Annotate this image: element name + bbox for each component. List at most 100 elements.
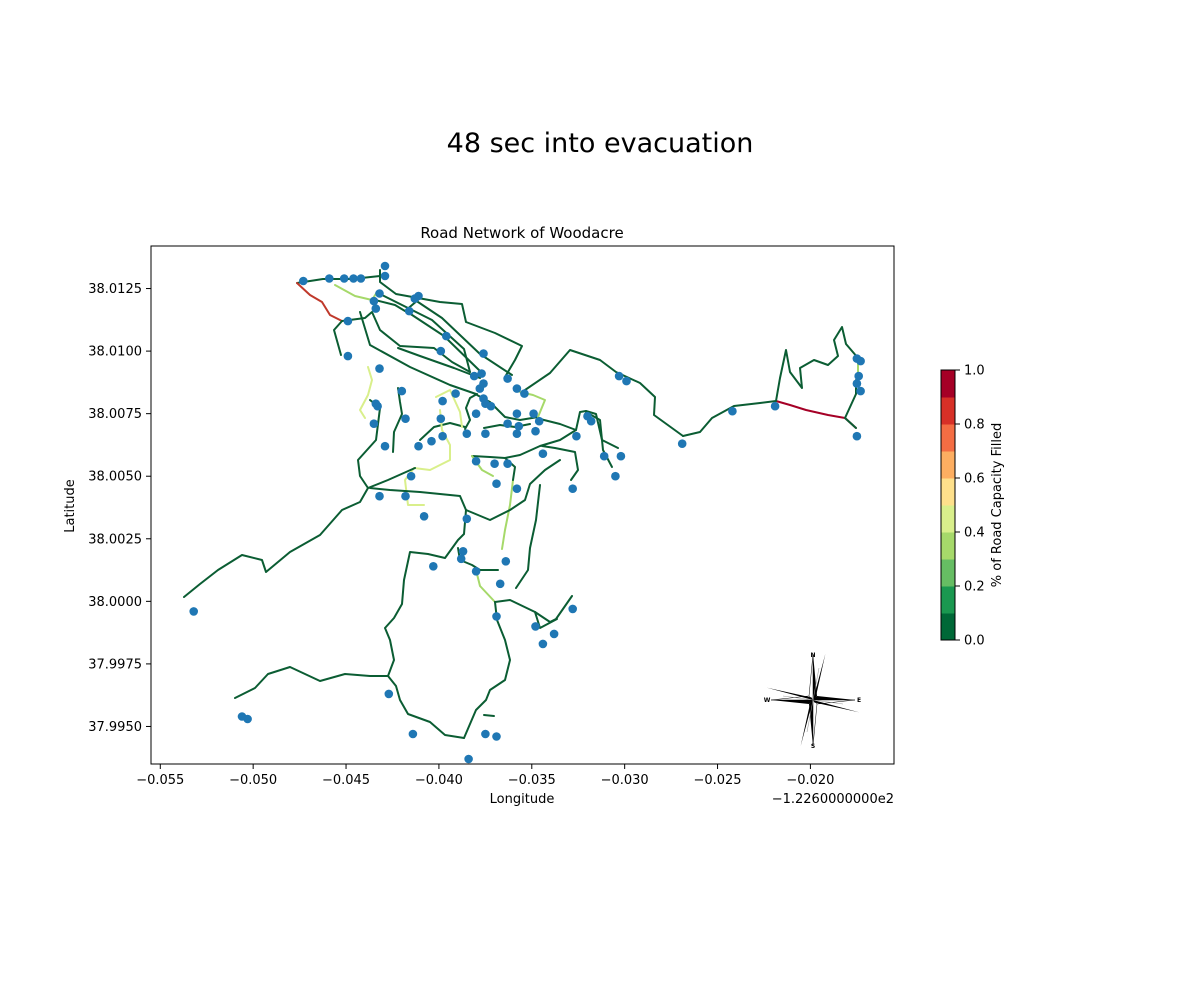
x-tick-label: −0.020 <box>786 773 834 788</box>
colorbar-tick-label: 0.8 <box>964 418 985 433</box>
network-node <box>462 514 472 524</box>
x-tick-label: −0.055 <box>136 773 184 788</box>
compass-w: W <box>764 697 771 704</box>
network-node <box>427 436 436 446</box>
network-node <box>492 732 501 741</box>
road-segment <box>682 400 777 437</box>
network-node <box>479 379 488 388</box>
network-node <box>471 409 481 419</box>
compass-s: S <box>811 743 815 750</box>
x-tick-label: −0.035 <box>508 773 556 788</box>
network-node <box>538 449 548 459</box>
network-node <box>369 296 379 306</box>
network-node <box>373 401 382 411</box>
network-node <box>397 386 407 396</box>
network-node <box>501 557 511 566</box>
network-node <box>770 401 780 411</box>
road-segment <box>359 311 477 395</box>
network-node <box>572 431 581 441</box>
colorbar-band <box>941 532 955 560</box>
colorbar-band <box>941 370 955 398</box>
network-node <box>429 562 438 571</box>
network-node <box>549 629 559 639</box>
network-node <box>451 389 460 398</box>
network-node <box>495 579 505 589</box>
network-node <box>471 567 481 576</box>
y-tick-label: 38.0000 <box>88 595 142 610</box>
y-tick-label: 37.9975 <box>88 657 142 672</box>
colorbar-tick-label: 0.2 <box>964 580 985 595</box>
network-node <box>477 369 486 378</box>
road-segment <box>515 484 541 589</box>
road-segment <box>471 429 577 459</box>
x-axis-ticks: −0.055 −0.050 −0.045 −0.040 −0.035 −0.030 −0.0… <box>136 764 834 788</box>
network-node <box>462 429 472 439</box>
network-node <box>531 622 540 631</box>
road-segment <box>333 320 343 356</box>
colorbar-frame <box>940 369 956 641</box>
road-segment <box>775 326 859 402</box>
node-layer <box>189 261 865 764</box>
network-node <box>616 451 626 461</box>
network-node <box>514 421 524 431</box>
x-axis-offset-text: −1.2260000000e2 <box>772 792 894 807</box>
y-axis-label: Latitude <box>63 479 78 533</box>
network-node <box>438 396 447 406</box>
road-segment <box>234 666 389 699</box>
road-segment <box>374 299 419 312</box>
network-node <box>369 419 379 429</box>
network-node <box>611 471 620 481</box>
road-segment <box>464 393 478 430</box>
road-segment <box>844 379 857 429</box>
compass-e: E <box>857 697 861 704</box>
compass-n: N <box>810 652 815 659</box>
colorbar-tick-label: 1.0 <box>964 364 985 379</box>
network-node <box>520 389 529 398</box>
network-node <box>408 729 418 739</box>
network-node <box>401 414 410 424</box>
road-segment <box>384 509 467 739</box>
network-node <box>343 351 353 361</box>
road-network <box>183 269 859 739</box>
road-segment <box>541 445 579 481</box>
road-segment <box>413 409 451 471</box>
road-segment <box>334 284 378 301</box>
network-node <box>404 306 414 316</box>
network-node <box>490 459 499 469</box>
colorbar-band <box>941 424 955 452</box>
network-node <box>529 409 538 419</box>
network-node <box>479 349 488 358</box>
road-segment <box>775 400 857 429</box>
network-node <box>406 471 416 481</box>
network-node <box>325 274 334 283</box>
road-segment <box>475 569 496 603</box>
x-tick-label: −0.045 <box>322 773 370 788</box>
network-node <box>481 729 490 739</box>
network-node <box>380 261 390 271</box>
network-node <box>375 289 384 298</box>
network-node <box>442 331 451 341</box>
network-node <box>380 271 390 281</box>
network-node <box>492 479 501 489</box>
y-axis-ticks: 37.9950 37.9975 38.0000 38.0025 38.0050 38.00… <box>88 282 151 735</box>
road-segment <box>435 389 463 428</box>
figure-suptitle: 48 sec into evacuation <box>446 128 754 159</box>
network-node <box>677 439 687 449</box>
network-node <box>492 612 501 621</box>
network-node <box>384 689 394 699</box>
compass-rose-icon: N S E W <box>764 652 861 750</box>
y-tick-label: 38.0050 <box>88 470 142 485</box>
network-node <box>481 429 490 439</box>
y-tick-label: 38.0125 <box>88 282 142 297</box>
colorbar-band <box>941 478 955 506</box>
network-node <box>599 451 609 461</box>
network-node <box>622 376 631 386</box>
map-title: Road Network of Woodacre <box>420 224 623 242</box>
network-node <box>728 406 737 416</box>
colorbar-tick-label: 0.4 <box>964 526 985 541</box>
x-axis-label: Longitude <box>490 792 555 807</box>
x-tick-label: −0.030 <box>601 773 649 788</box>
network-node <box>852 431 862 441</box>
network-node <box>486 401 496 411</box>
